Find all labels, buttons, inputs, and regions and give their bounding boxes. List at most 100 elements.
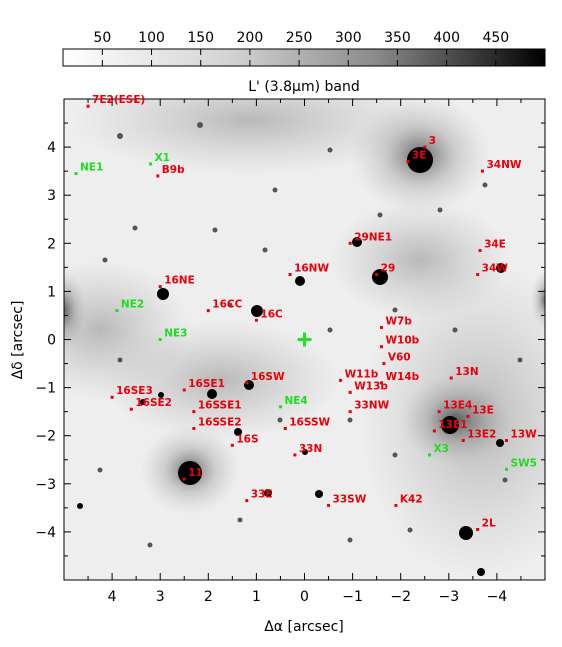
source-marker <box>278 405 282 409</box>
source-marker <box>466 414 470 418</box>
source-marker <box>283 426 287 430</box>
source-label: V60 <box>388 352 411 364</box>
colorbar-tick-label: 150 <box>187 30 214 46</box>
source-label: 34E <box>484 239 506 251</box>
source-marker <box>406 160 410 164</box>
colorbar-ticks: 50 100 150 200 250 300 350 400 450 <box>93 30 509 66</box>
x-tick-label: 1 <box>252 589 261 605</box>
source-label: 16CC <box>212 299 242 311</box>
source-marker <box>182 388 186 392</box>
source-label: 13E1 <box>438 419 467 431</box>
source-marker <box>156 174 160 178</box>
x-axis-label: Δα [arcsec] <box>264 619 344 635</box>
source-marker <box>192 426 196 430</box>
source-label: 11 <box>188 467 203 479</box>
source-label: 16C <box>260 308 283 320</box>
source-label: 33E <box>251 489 273 501</box>
source-marker <box>461 439 465 443</box>
source-label: 33SW <box>333 493 367 505</box>
source-marker <box>115 309 119 313</box>
source-label: NE1 <box>80 162 103 174</box>
source-label: X1 <box>155 152 170 164</box>
source-marker <box>480 169 484 173</box>
source-marker <box>428 453 432 457</box>
x-tick-label: 2 <box>204 589 213 605</box>
source-label: 16SSE1 <box>198 400 242 412</box>
colorbar-tick-label: 300 <box>335 30 362 46</box>
source-marker <box>478 249 482 253</box>
y-tick-label: −4 <box>35 525 56 541</box>
y-tick-label: −1 <box>35 381 56 397</box>
y-tick-label: 1 <box>47 284 56 300</box>
source-marker <box>327 503 331 507</box>
source-marker <box>379 325 383 329</box>
colorbar-label: L' (3.8μm) band <box>248 79 360 95</box>
source-label: 34W <box>482 263 509 275</box>
source-label: 3 <box>429 135 436 147</box>
x-tick-label: −2 <box>390 589 411 605</box>
source-marker <box>149 162 153 166</box>
y-tick-label: 4 <box>47 140 56 156</box>
source-label: 16SSW <box>289 416 330 428</box>
x-tick-label: 0 <box>300 589 309 605</box>
source-label: 13N <box>455 366 478 378</box>
intensity-map <box>64 99 545 580</box>
x-tick-label: 3 <box>156 589 165 605</box>
x-tick-label: −1 <box>342 589 363 605</box>
source-label: X3 <box>434 443 449 455</box>
source-marker <box>86 104 90 108</box>
source-marker <box>348 410 352 414</box>
source-marker <box>348 241 352 245</box>
source-label: 16SW <box>251 371 285 383</box>
source-marker <box>245 381 249 385</box>
colorbar-tick-label: 400 <box>433 30 460 46</box>
source-label: B9b <box>162 164 185 176</box>
source-label: SW5 <box>511 457 537 469</box>
y-tick-label: 0 <box>47 333 56 349</box>
source-marker <box>375 273 379 277</box>
source-marker <box>110 395 114 399</box>
source-marker <box>245 499 249 503</box>
source-label: K42 <box>400 493 423 505</box>
colorbar-gradient <box>62 48 546 67</box>
source-marker <box>476 273 480 277</box>
source-marker <box>254 318 258 322</box>
source-label: 16SE2 <box>135 397 172 409</box>
source-label: 33NW <box>354 400 389 412</box>
source-label: 16NE <box>164 275 195 287</box>
colorbar: 50 100 150 200 250 300 350 400 450 L' (3.8μm) ba… <box>62 30 546 95</box>
source-label: NE3 <box>164 328 187 340</box>
source-label: W7b <box>385 315 412 327</box>
source-marker <box>158 285 162 289</box>
source-label: NE4 <box>284 395 307 407</box>
source-marker <box>348 390 352 394</box>
axis-ticks <box>64 99 545 580</box>
source-marker <box>182 477 186 481</box>
source-label: 34NW <box>486 159 521 171</box>
source-label: W11b <box>345 368 379 380</box>
x-tick-label: −3 <box>438 589 459 605</box>
source-labels: 7E2(ESE) 33E B9b 34NW 29NE1 34E 29 34W 16NW 16NE 1… <box>74 94 538 531</box>
source-marker <box>158 338 162 341</box>
source-label: W10b <box>385 335 419 347</box>
source-label: 13W <box>511 429 538 441</box>
colorbar-tick-label: 50 <box>93 30 111 46</box>
source-marker <box>505 467 509 471</box>
source-marker <box>339 378 343 382</box>
y-tick-label: 3 <box>47 188 56 204</box>
colorbar-tick-label: 100 <box>138 30 165 46</box>
source-marker <box>230 443 234 447</box>
source-label: W14b <box>385 371 419 383</box>
source-marker <box>394 503 398 507</box>
source-label: 33N <box>299 443 322 455</box>
colorbar-tick-label: 350 <box>384 30 411 46</box>
source-marker <box>423 145 427 149</box>
source-label: W13b <box>354 380 388 392</box>
source-label: 7E2(ESE) <box>92 94 145 106</box>
x-tick-labels: 4 3 2 1 0 −1 −2 −3 −4 <box>108 589 508 605</box>
source-marker <box>476 527 480 531</box>
colorbar-tick-label: 450 <box>482 30 509 46</box>
source-marker <box>449 376 453 380</box>
source-marker <box>432 429 436 433</box>
